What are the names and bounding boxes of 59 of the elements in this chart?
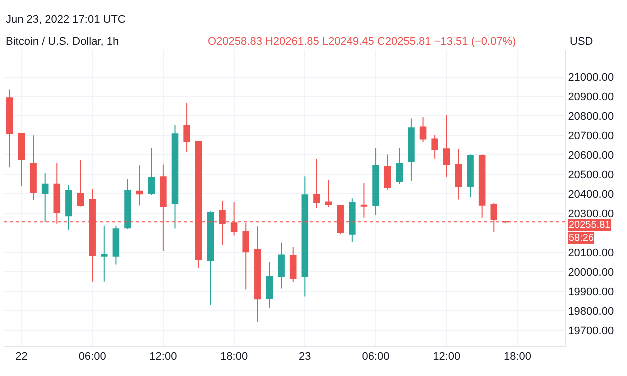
candlestick [254, 226, 262, 323]
candlestick [432, 134, 438, 160]
candlestick [124, 179, 132, 230]
candlestick [184, 102, 190, 153]
x-tick-label: 12:00 [433, 351, 461, 364]
y-tick-label: 19900.00 [568, 286, 614, 298]
candlestick [349, 198, 356, 243]
y-tick-label: 19800.00 [568, 306, 614, 318]
y-tick-label: 20600.00 [568, 150, 614, 162]
candlestick [207, 211, 214, 306]
candlestick [290, 246, 297, 283]
x-tick-label: 23 [299, 351, 312, 364]
candlestick [112, 225, 120, 266]
candlestick [42, 172, 49, 222]
candlestick [478, 154, 486, 218]
candlestick [372, 147, 380, 216]
x-tick-label: 06:00 [78, 351, 106, 364]
candlestick [148, 147, 156, 196]
x-tick-label: 06:00 [362, 351, 390, 364]
candlestick [384, 154, 392, 190]
y-tick-label: 20100.00 [568, 247, 614, 260]
candlestick [444, 114, 450, 178]
candlestick [325, 180, 332, 208]
y-tick-label: 19700.00 [568, 325, 614, 338]
candlestick [136, 165, 144, 206]
candlestick [455, 148, 462, 200]
candlestick [420, 116, 427, 143]
candlestick [18, 132, 26, 187]
x-tick-label: 22 [16, 351, 28, 364]
x-tick-label: 18:00 [220, 351, 248, 364]
y-tick-label: 20700.00 [568, 130, 614, 143]
y-tick-label: 21000.00 [568, 72, 614, 84]
candlestick [30, 135, 37, 201]
x-tick-label: 18:00 [504, 351, 532, 364]
candlestick [360, 182, 368, 218]
candlestick [266, 262, 274, 308]
chart-title: Bitcoin / U.S. Dollar, 1h [6, 36, 120, 48]
chart-subtitle: Jun 23, 2022 17:01 UTC [6, 14, 126, 26]
y-tick-label: 20000.00 [568, 266, 614, 279]
ref-line-label: 20255.81 [569, 220, 612, 231]
x-tick-label: 12:00 [150, 351, 178, 364]
candlestick [66, 184, 72, 231]
candlestick [101, 225, 108, 282]
candlestick [408, 118, 415, 182]
candlestick [314, 158, 320, 210]
y-tick-label: 20300.00 [568, 208, 614, 220]
y-tick-label: 20500.00 [568, 169, 614, 182]
candlestick [6, 89, 14, 168]
text: 58:26 [569, 233, 594, 244]
candlestick [396, 147, 404, 185]
candlestick [77, 160, 84, 208]
y-tick-label: 20400.00 [568, 188, 614, 201]
y-axis-title: USD [570, 36, 594, 48]
y-tick-label: 20800.00 [568, 111, 614, 124]
candlestick [172, 125, 179, 230]
y-tick-label: 20900.00 [568, 92, 614, 104]
text: O20258.83 H20261.85 L20249.45 C20255.81 −13.51 (−0.07%) [208, 36, 516, 48]
candlestick [467, 154, 474, 198]
candlestick [278, 242, 285, 290]
